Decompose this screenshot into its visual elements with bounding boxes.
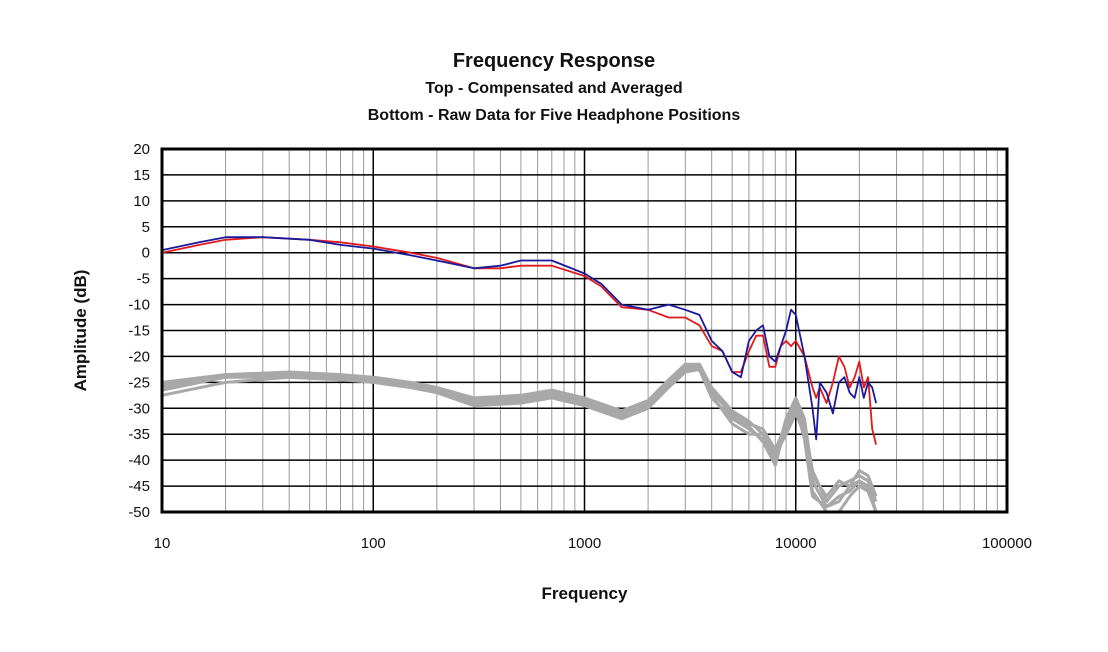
x-axis-ticks: 10 100 1000 10000 100000 [154,535,1032,552]
x-tick-label: 10000 [775,535,817,552]
y-tick-label: -15 [128,323,150,340]
y-tick-label: -35 [128,426,150,443]
x-tick-label: 10 [154,535,171,552]
averaged-series-line [161,236,877,441]
y-tick-label: 15 [133,167,150,184]
y-tick-label: -50 [128,504,150,521]
y-tick-label: 20 [133,141,150,158]
x-tick-label: 1000 [568,535,601,552]
y-tick-label: -10 [128,297,150,314]
raw-position-series-line [161,362,878,498]
y-tick-label: 0 [142,245,150,262]
y-tick-label: -40 [128,452,150,469]
y-axis-label: Amplitude (dB) [71,270,90,392]
y-tick-label: 10 [133,193,150,210]
plot-frame [160,147,1009,514]
chart-subtitle-top: Top - Compensated and Averaged [425,80,683,97]
chart-subtitle-bottom: Bottom - Raw Data for Five Headphone Pos… [367,107,741,124]
y-axis-ticks: 20 15 10 5 0 -5 -10 -15 -20 -25 -30 -35 -40 -45 -50 [128,141,150,521]
x-tick-label: 100 [361,535,386,552]
chart-title: Frequency Response [452,50,656,72]
y-tick-label: -5 [137,271,150,288]
y-tick-label: -45 [128,478,150,495]
y-tick-label: -20 [128,348,150,365]
y-tick-label: 5 [142,219,150,236]
grid [162,149,1007,512]
y-tick-label: -30 [128,400,150,417]
series-group [161,236,878,514]
x-axis-label: Frequency [542,584,629,603]
averaged-series-line [161,236,877,445]
y-tick-label: -25 [128,374,150,391]
x-tick-label: 100000 [982,535,1032,552]
